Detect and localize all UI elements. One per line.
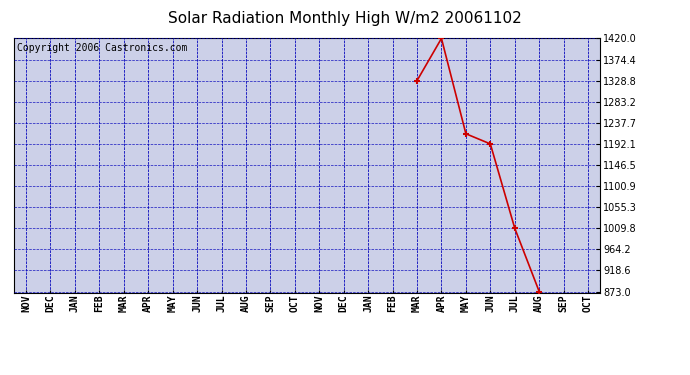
Text: Copyright 2006 Castronics.com: Copyright 2006 Castronics.com: [17, 43, 187, 52]
Text: Solar Radiation Monthly High W/m2 20061102: Solar Radiation Monthly High W/m2 200611…: [168, 11, 522, 26]
